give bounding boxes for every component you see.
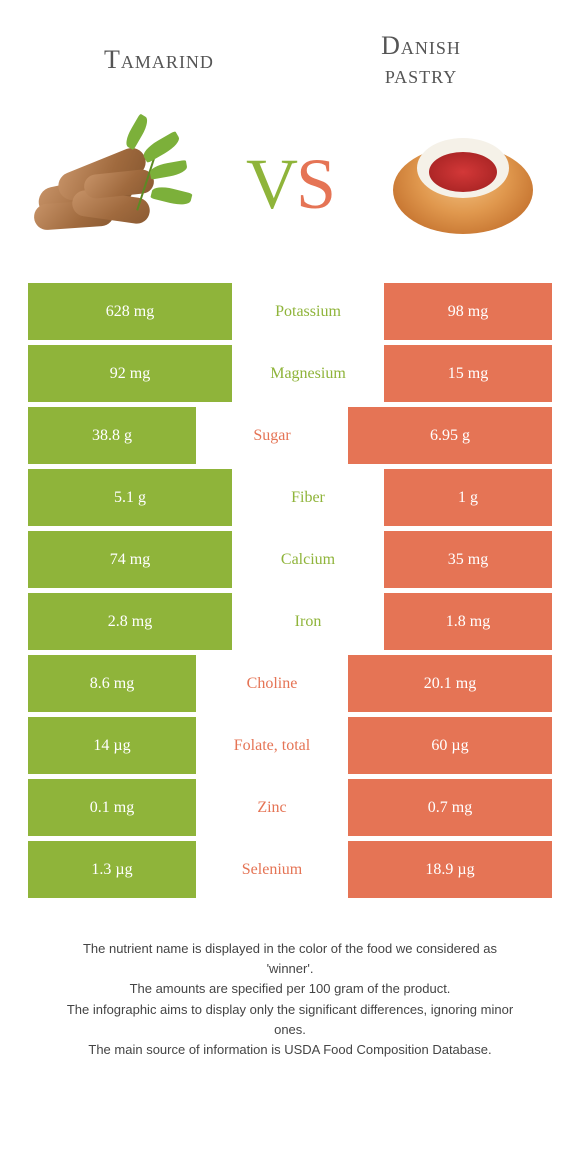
nutrient-table: 628 mgPotassium98 mg92 mgMagnesium15 mg3…	[28, 283, 552, 899]
tamarind-icon	[32, 119, 202, 249]
value-left: 92 mg	[28, 345, 232, 403]
nutrient-name: Sugar	[196, 407, 348, 465]
value-left: 38.8 g	[28, 407, 196, 465]
title-left: Tamarind	[28, 46, 290, 75]
nutrient-name: Folate, total	[196, 717, 348, 775]
table-row: 8.6 mgCholine20.1 mg	[28, 655, 552, 713]
value-right: 0.7 mg	[348, 779, 552, 837]
nutrient-name: Iron	[232, 593, 384, 651]
titles-row: Tamarind Danish pastry	[28, 24, 552, 119]
vs-s: S	[296, 144, 334, 224]
vs-label: VS	[246, 148, 334, 220]
nutrient-name: Selenium	[196, 841, 348, 899]
footer-line-4: The main source of information is USDA F…	[66, 1040, 514, 1060]
table-row: 92 mgMagnesium15 mg	[28, 345, 552, 403]
table-row: 628 mgPotassium98 mg	[28, 283, 552, 341]
footer-line-1: The nutrient name is displayed in the co…	[66, 939, 514, 979]
value-left: 14 µg	[28, 717, 196, 775]
table-row: 38.8 gSugar6.95 g	[28, 407, 552, 465]
nutrient-name: Calcium	[232, 531, 384, 589]
title-right-line1: Danish	[381, 31, 461, 60]
value-left: 0.1 mg	[28, 779, 196, 837]
title-right: Danish pastry	[290, 32, 552, 89]
footer-notes: The nutrient name is displayed in the co…	[28, 903, 552, 1060]
nutrient-name: Choline	[196, 655, 348, 713]
value-right: 18.9 µg	[348, 841, 552, 899]
value-right: 60 µg	[348, 717, 552, 775]
value-left: 5.1 g	[28, 469, 232, 527]
title-right-line2: pastry	[385, 60, 457, 89]
value-right: 6.95 g	[348, 407, 552, 465]
nutrient-name: Potassium	[232, 283, 384, 341]
value-left: 8.6 mg	[28, 655, 196, 713]
value-left: 1.3 µg	[28, 841, 196, 899]
table-row: 14 µgFolate, total60 µg	[28, 717, 552, 775]
hero-row: VS	[28, 119, 552, 283]
table-row: 2.8 mgIron1.8 mg	[28, 593, 552, 651]
value-left: 74 mg	[28, 531, 232, 589]
value-right: 35 mg	[384, 531, 552, 589]
nutrient-name: Fiber	[232, 469, 384, 527]
table-row: 5.1 gFiber1 g	[28, 469, 552, 527]
value-right: 98 mg	[384, 283, 552, 341]
value-left: 2.8 mg	[28, 593, 232, 651]
value-right: 1.8 mg	[384, 593, 552, 651]
nutrient-name: Zinc	[196, 779, 348, 837]
value-left: 628 mg	[28, 283, 232, 341]
value-right: 1 g	[384, 469, 552, 527]
nutrient-name: Magnesium	[232, 345, 384, 403]
footer-line-3: The infographic aims to display only the…	[66, 1000, 514, 1040]
footer-line-2: The amounts are specified per 100 gram o…	[66, 979, 514, 999]
value-right: 15 mg	[384, 345, 552, 403]
table-row: 0.1 mgZinc0.7 mg	[28, 779, 552, 837]
table-row: 74 mgCalcium35 mg	[28, 531, 552, 589]
danish-pastry-icon	[378, 119, 548, 249]
table-row: 1.3 µgSelenium18.9 µg	[28, 841, 552, 899]
value-right: 20.1 mg	[348, 655, 552, 713]
vs-v: V	[246, 144, 296, 224]
